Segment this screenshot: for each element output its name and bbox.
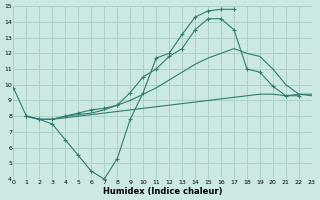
X-axis label: Humidex (Indice chaleur): Humidex (Indice chaleur) xyxy=(103,187,222,196)
